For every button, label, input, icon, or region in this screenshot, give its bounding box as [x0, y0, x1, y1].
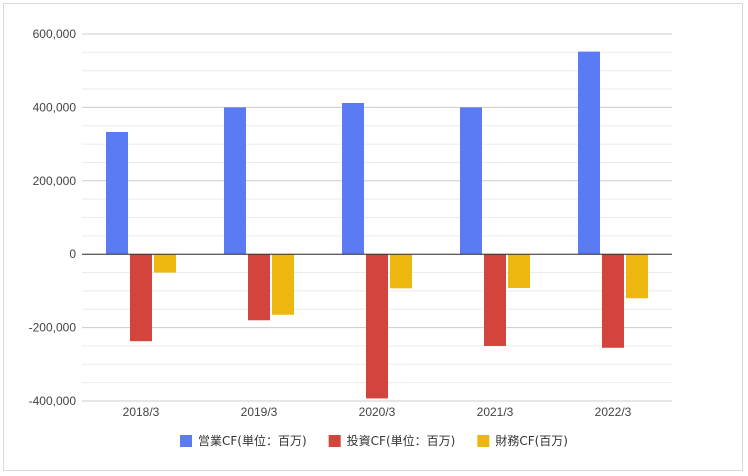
bar-2-2022-3	[602, 254, 624, 348]
bar-1-2021-3	[460, 107, 482, 255]
bar-2-2018-3	[130, 254, 152, 342]
bar-2-2021-3	[484, 254, 506, 346]
legend-swatch-3	[477, 435, 490, 447]
y-tick-label: 600,000	[33, 27, 77, 41]
bar-2-2019-3	[248, 254, 270, 321]
bar-3-2020-3	[390, 254, 412, 289]
legend-swatch-2	[328, 435, 341, 447]
bar-3-2022-3	[626, 254, 648, 299]
legend-label-2: 投資CF(単位：百万)	[347, 433, 456, 448]
y-tick-label: 400,000	[33, 100, 77, 114]
y-tick-label: 200,000	[33, 174, 77, 188]
legend-label-1: 営業CF(単位：百万)	[198, 433, 307, 448]
x-tick-label: 2018/3	[123, 405, 160, 419]
y-tick-label: -200,000	[29, 321, 77, 335]
bar-2-2020-3	[366, 254, 388, 399]
legend-label-3: 財務CF(百万)	[495, 433, 568, 448]
y-tick-label: -400,000	[29, 394, 77, 408]
x-tick-label: 2020/3	[359, 405, 396, 419]
x-tick-label: 2022/3	[595, 405, 632, 419]
y-tick-label: 0	[69, 247, 76, 261]
x-tick-label: 2021/3	[477, 405, 514, 419]
legend: 営業CF(単位：百万) 投資CF(単位：百万) 財務CF(百万)	[180, 433, 568, 448]
bar-3-2019-3	[272, 254, 294, 315]
bar-1-2022-3	[578, 51, 600, 255]
bar-3-2018-3	[154, 254, 176, 273]
bar-1-2019-3	[224, 107, 246, 255]
x-axis-ticks: 2018/3 2019/3 2020/3 2021/3 2022/3	[123, 405, 632, 419]
bar-1-2020-3	[342, 102, 364, 255]
bar-3-2021-3	[508, 254, 530, 288]
bar-1-2018-3	[106, 131, 128, 255]
y-axis-ticks: 600,000 400,000 200,000 0 -200,000 -400,000	[29, 27, 77, 408]
x-tick-label: 2019/3	[241, 405, 278, 419]
bars	[106, 51, 648, 399]
legend-swatch-1	[180, 435, 193, 447]
